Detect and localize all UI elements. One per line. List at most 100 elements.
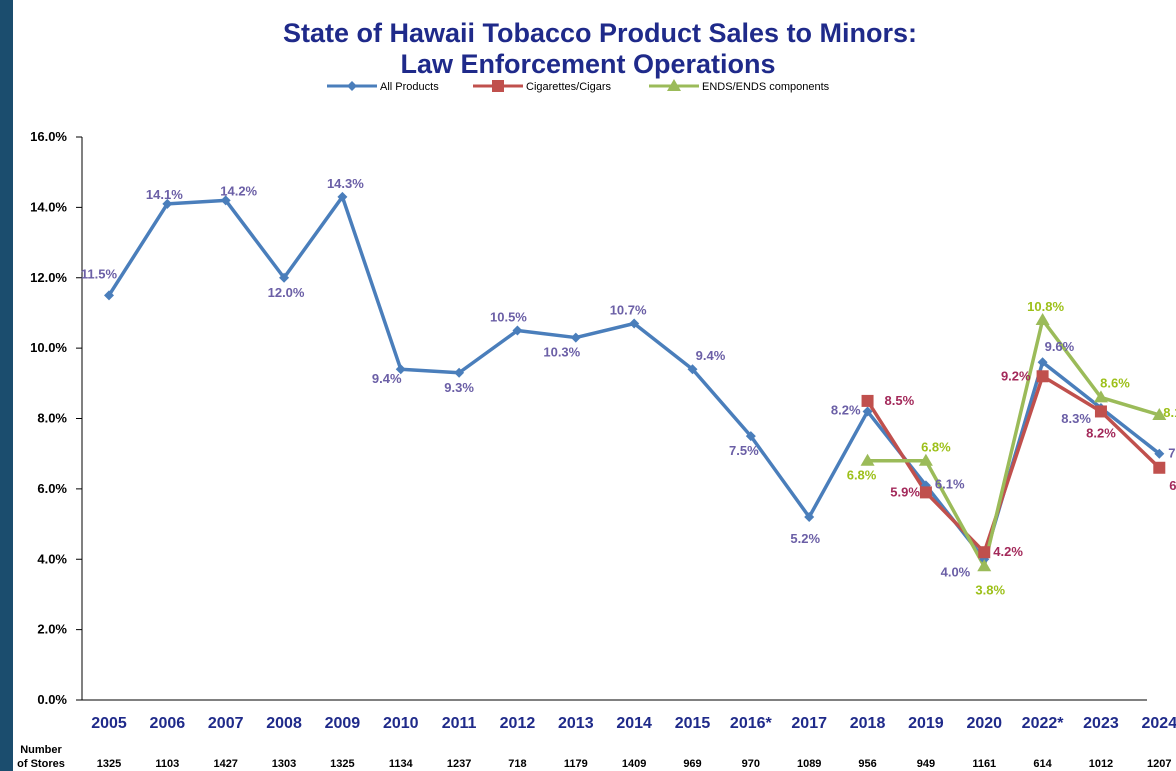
y-tick-label: 4.0% [37,551,67,566]
x-tick-label: 2023 [1083,715,1119,732]
series-1-point [512,325,523,336]
data-labels: 11.5% 14.1% 14.2% 12.0% 14.3% 9.4% 9.3% 10.5% 10… [81,176,1176,597]
x-tick-label: 2010 [383,715,419,732]
store-count: 1103 [155,758,179,770]
series-1-data-label: 9.3% [444,380,474,395]
series-3-point [1152,407,1167,420]
series-1-data-label: 10.3% [543,345,580,360]
series-1-data-label: 6.1% [935,476,965,491]
series-1-data-label: 9.4% [696,348,726,363]
series-1-data-label: 10.5% [490,310,527,325]
number-of-stores-row: 1325 1103 1427 1303 1325 1134 1237 718 1179 1409 9… [97,758,1172,770]
series-1-point [570,332,581,343]
series-1-data-label: 12.0% [268,285,305,300]
series-2-point [861,394,874,407]
series-1-data-label: 14.1% [146,187,183,202]
x-tick-label: 2016* [730,715,773,732]
series-3-point [1035,312,1050,325]
x-axis-ticks: 2005 2006 2007 2008 2009 2010 2011 2012 2013 2014… [91,715,1176,732]
x-tick-label: 2019 [908,715,944,732]
x-tick-label: 2015 [675,715,711,732]
series-3-data-label: 10.8% [1027,299,1064,314]
y-tick-label: 12.0% [30,270,67,285]
series-1-data-label: 7.0% [1168,446,1176,461]
series-1-point [629,318,640,329]
y-axis-ticks: 0.0% 2.0% 4.0% 6.0% 8.0% 10.0% 12.0% 14.0% 16.0% [30,129,82,707]
x-tick-label: 2013 [558,715,594,732]
series-2-point [1036,370,1049,383]
chart-title-line1: State of Hawaii Tobacco Product Sales to… [283,18,917,48]
series-1-point [395,364,406,375]
x-tick-label: 2022* [1022,715,1065,732]
series-1-point [104,290,114,301]
chart-slide: State of Hawaii Tobacco Product Sales to… [13,0,1176,771]
series-2-point [1094,405,1107,418]
series-1-point [1154,448,1165,459]
x-tick-label: 2020 [966,715,1002,732]
store-count: 1012 [1089,758,1113,770]
y-tick-label: 0.0% [37,692,67,707]
store-count: 949 [917,758,935,770]
store-count: 1325 [97,758,121,770]
series-2-data-label: 8.2% [1086,425,1116,440]
series-1-data-label: 8.2% [831,402,861,417]
x-tick-label: 2012 [500,715,536,732]
y-tick-label: 14.0% [30,199,67,214]
series-1-point [337,191,348,202]
store-count: 956 [858,758,876,770]
series-1-data-label: 11.5% [81,266,118,281]
y-tick-label: 8.0% [37,411,67,426]
series-3-point [860,453,875,466]
x-tick-label: 2007 [208,715,244,732]
series-2-data-label: 8.5% [885,393,915,408]
stores-row-label-line2: of Stores [17,758,65,770]
stores-row-label-line1: Number [20,744,62,756]
store-count: 1303 [272,758,296,770]
legend-label-3: ENDS/ENDS components [702,81,830,93]
series-1-data-label: 5.2% [790,531,820,546]
series-1-point [454,367,465,378]
series-2-data-label: 6.6% [1169,478,1176,493]
series-3-data-label: 6.8% [847,468,877,483]
store-count: 1427 [213,758,237,770]
series-1-point [804,512,815,523]
series-markers [104,191,1167,572]
store-count: 970 [742,758,760,770]
x-tick-label: 2018 [850,715,886,732]
chart-legend: All Products Cigarettes/Cigars ENDS/ENDS c… [327,79,830,93]
y-tick-label: 6.0% [37,481,67,496]
y-tick-label: 10.0% [30,340,67,355]
series-1-point [279,272,290,283]
series-3-data-label: 8.1% [1163,405,1176,420]
series-1-point [862,406,873,417]
series-1-data-label: 14.3% [327,176,364,191]
series-1-point [1037,357,1048,368]
series-3-point [918,453,933,466]
store-count: 614 [1033,758,1052,770]
series-1-data-label: 10.7% [610,302,647,317]
x-tick-label: 2017 [791,715,827,732]
series-2-point [1153,461,1166,474]
y-tick-label: 16.0% [30,129,67,144]
x-tick-label: 2008 [266,715,302,732]
x-tick-label: 2009 [325,715,361,732]
series-2-data-label: 9.2% [1001,368,1031,383]
series-1-data-label: 7.5% [729,443,759,458]
x-tick-label: 2005 [91,715,127,732]
store-count: 1237 [447,758,471,770]
y-tick-label: 2.0% [37,622,67,637]
series-1-data-label: 9.4% [372,371,402,386]
store-count: 1325 [330,758,354,770]
series-3-data-label: 6.8% [921,440,951,455]
x-tick-label: 2014 [616,715,652,732]
series-1-data-label: 8.3% [1061,411,1091,426]
series-1-point [687,364,698,375]
store-count: 718 [508,758,526,770]
x-tick-label: 2011 [442,715,477,732]
store-count: 1134 [389,758,414,770]
store-count: 1207 [1147,758,1171,770]
series-3-data-label: 3.8% [975,582,1005,597]
series-2-data-label: 4.2% [993,544,1023,559]
store-count: 1089 [797,758,821,770]
series-2-data-label: 5.9% [890,484,920,499]
